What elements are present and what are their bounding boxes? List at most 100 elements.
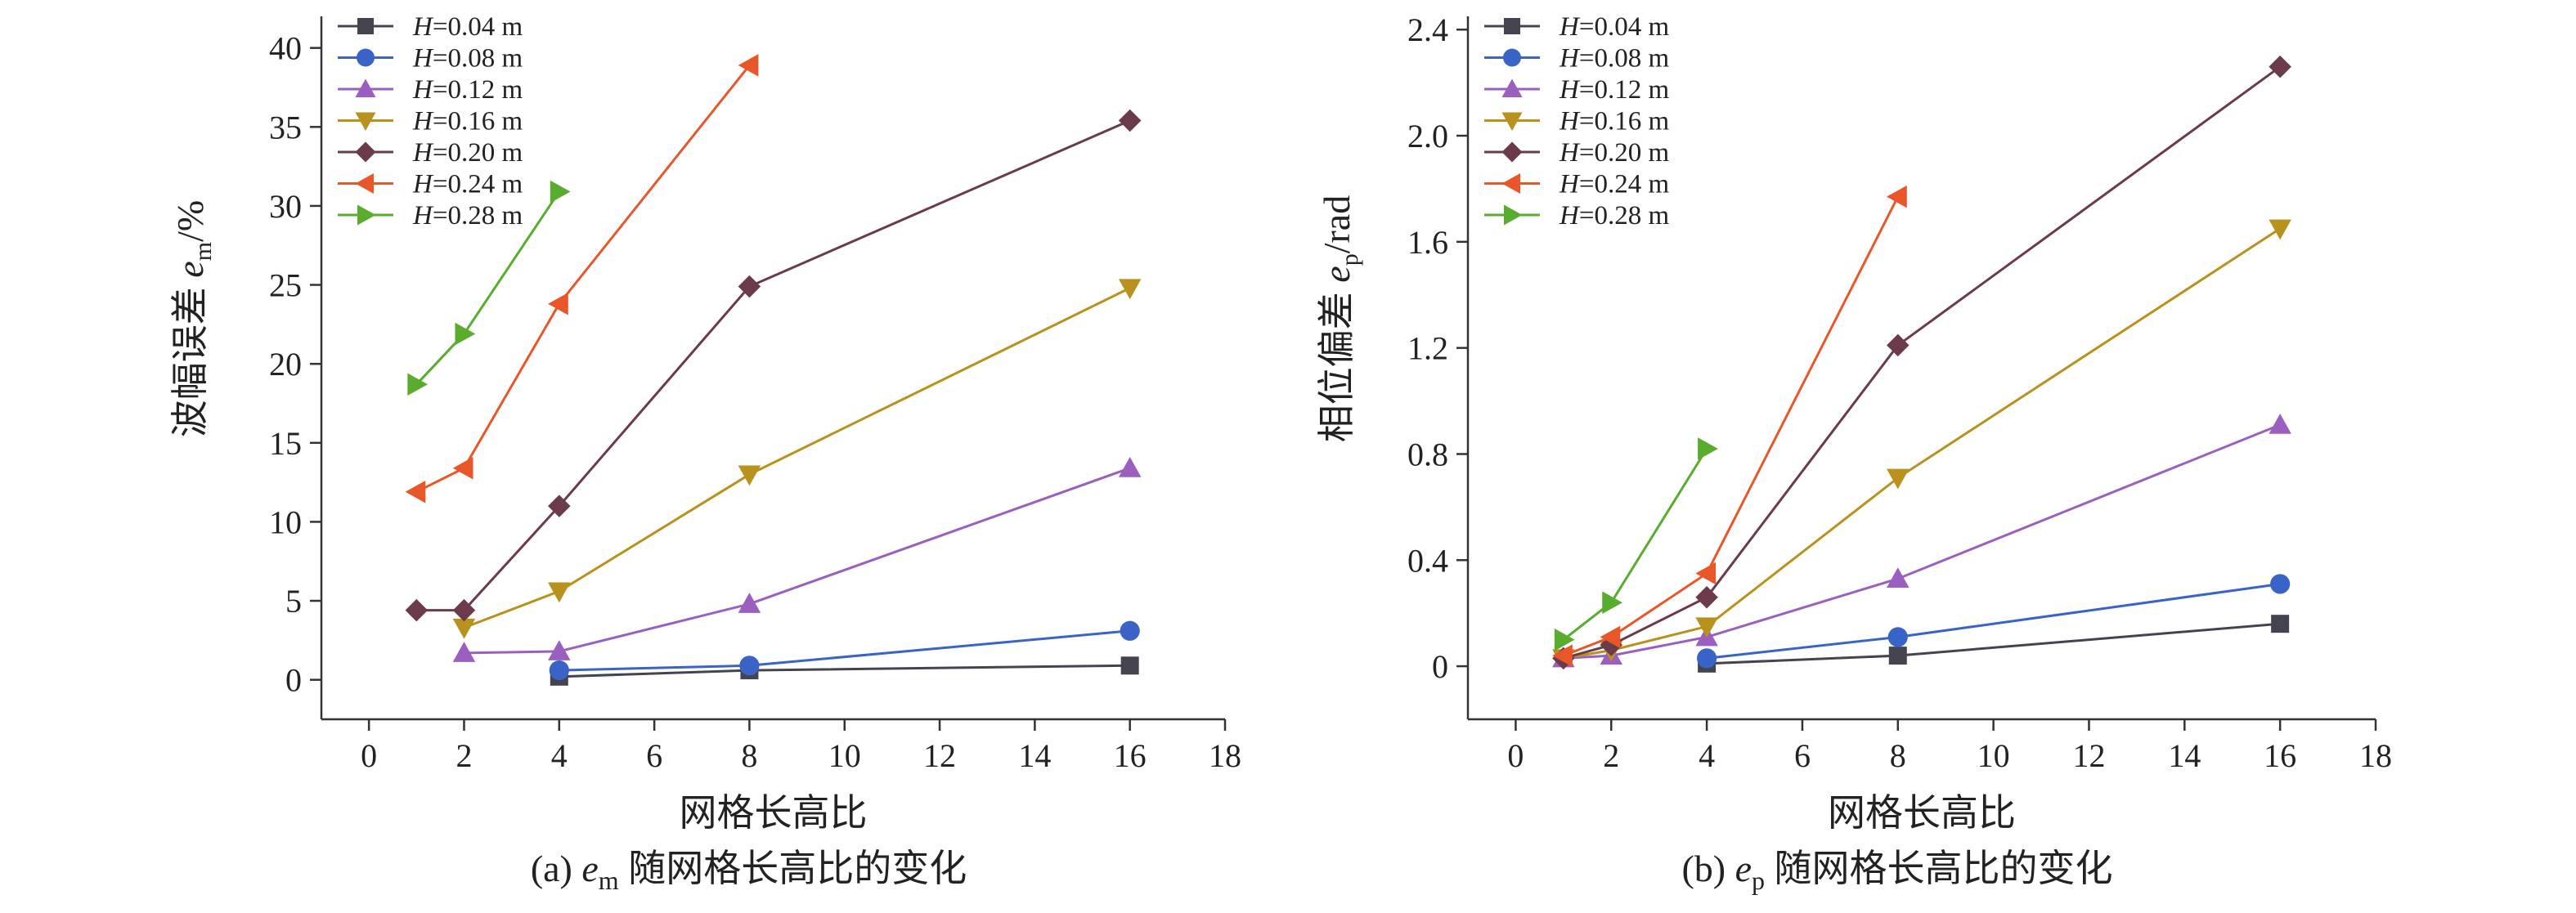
data-point [2269, 55, 2291, 78]
data-point [452, 642, 476, 662]
legend-marker [355, 112, 376, 131]
data-point [1118, 279, 1142, 300]
series-line [559, 629, 1130, 672]
y-tick-label: 35 [269, 109, 302, 145]
legend-marker [1503, 48, 1521, 67]
data-point [1695, 562, 1717, 585]
data-point [2271, 615, 2290, 633]
series-2 [549, 620, 1140, 681]
data-point [1602, 591, 1623, 614]
x-tick-label: 10 [1977, 737, 2010, 774]
series-line [1563, 227, 2281, 660]
legend-marker [355, 141, 376, 163]
data-point [405, 598, 429, 622]
x-tick-label: 16 [2264, 737, 2296, 774]
y-tick-label: 1.2 [1407, 330, 1448, 367]
data-point [739, 656, 760, 676]
legend-entry: H=0.08 m [1559, 44, 1669, 74]
legend-entry: H=0.16 m [1559, 107, 1669, 137]
legend-marker [355, 173, 374, 194]
data-point [1697, 648, 1717, 669]
legend-entry: H=0.20 m [412, 138, 523, 168]
legend-marker [357, 204, 376, 226]
legend-entry: H=0.12 m [412, 75, 523, 105]
y-axis-title: 波幅误差 em/% [169, 200, 217, 437]
data-point [2269, 414, 2291, 434]
y-tick-label: 15 [269, 425, 302, 462]
series-6 [405, 54, 759, 503]
x-tick-label: 0 [1507, 737, 1524, 774]
series-1 [1698, 615, 2290, 673]
data-point [738, 465, 761, 486]
data-point [1120, 656, 1139, 675]
y-tick-label: 0.4 [1407, 542, 1448, 579]
x-tick-label: 12 [923, 737, 956, 774]
legend-entry: H=0.24 m [1559, 170, 1669, 199]
data-point [548, 582, 571, 603]
legend-marker [357, 18, 374, 34]
data-point [405, 480, 426, 503]
legend: H=0.04 mH=0.08 mH=0.12 mH=0.16 mH=0.20 m… [338, 12, 523, 230]
x-axis-title: 网格长高比 [1828, 792, 2016, 834]
x-tick-label: 10 [828, 737, 861, 774]
series-line [1563, 196, 1900, 657]
series-line [1707, 622, 2281, 665]
y-tick-label: 0 [1432, 648, 1448, 685]
legend-marker [357, 48, 375, 67]
chart-panel-b: 0 2 4 6 8 10 12 14 16 18 0 0.4 0.8 1.2 1.6 2.0 2.4 网格长高比 相… [1316, 11, 2392, 895]
chart-panel-a: 0 2 4 6 8 10 12 14 16 18 0 5 10 15 20 25 30 35 40 网格长高比 波幅误差… [169, 12, 1241, 895]
data-point [548, 292, 568, 316]
data-point [1698, 437, 1718, 460]
legend-marker [1501, 141, 1523, 163]
x-tick-label: 6 [1794, 737, 1811, 774]
data-point [1887, 185, 1907, 208]
series-3 [1552, 414, 2291, 668]
series-line [1562, 448, 1708, 641]
data-point [1887, 567, 1910, 588]
series-line [463, 287, 1131, 629]
data-point [452, 618, 476, 639]
data-point [550, 180, 571, 204]
series-7 [407, 180, 571, 396]
data-point [1887, 468, 1910, 490]
legend: H=0.04 mH=0.08 mH=0.12 mH=0.16 mH=0.20 m… [1484, 12, 1669, 230]
x-tick-label: 8 [741, 737, 757, 774]
data-point [1552, 644, 1573, 667]
y-axis-title: 相位偏差 ep/rad [1316, 195, 1363, 442]
x-tick-label: 16 [1114, 737, 1147, 774]
data-point [549, 660, 569, 681]
x-tick-label: 6 [646, 737, 662, 774]
data-point [1888, 647, 1907, 665]
y-tick-label: 10 [269, 503, 302, 540]
x-tick-label: 2 [1603, 737, 1619, 774]
legend-entry: H=0.12 m [1559, 75, 1669, 105]
data-point [738, 275, 761, 298]
legend-entry: H=0.20 m [1559, 138, 1669, 168]
data-point [738, 54, 759, 77]
y-tick-label: 2.4 [1407, 11, 1448, 48]
x-tick-label: 14 [1018, 737, 1051, 774]
y-tick-label: 20 [269, 346, 302, 383]
x-tick-label: 8 [1890, 737, 1906, 774]
data-point [1695, 585, 1718, 609]
chart-caption: (a) em 随网格长高比的变化 [531, 848, 967, 895]
data-point [548, 640, 571, 660]
data-point [1120, 620, 1140, 641]
series-5 [1552, 55, 2291, 670]
legend-entry: H=0.08 m [412, 44, 523, 74]
legend-marker [1504, 18, 1520, 34]
data-point [452, 456, 473, 480]
data-point [738, 593, 761, 613]
data-point [1118, 456, 1142, 477]
legend-marker [1504, 204, 1523, 226]
series-3 [452, 456, 1142, 662]
data-point [452, 598, 476, 622]
data-point [1554, 628, 1575, 651]
data-point [407, 373, 429, 396]
y-tick-label: 25 [269, 267, 302, 304]
data-point [1887, 627, 1908, 647]
series-2 [1697, 574, 2291, 669]
y-tick-label: 0.8 [1407, 436, 1448, 472]
